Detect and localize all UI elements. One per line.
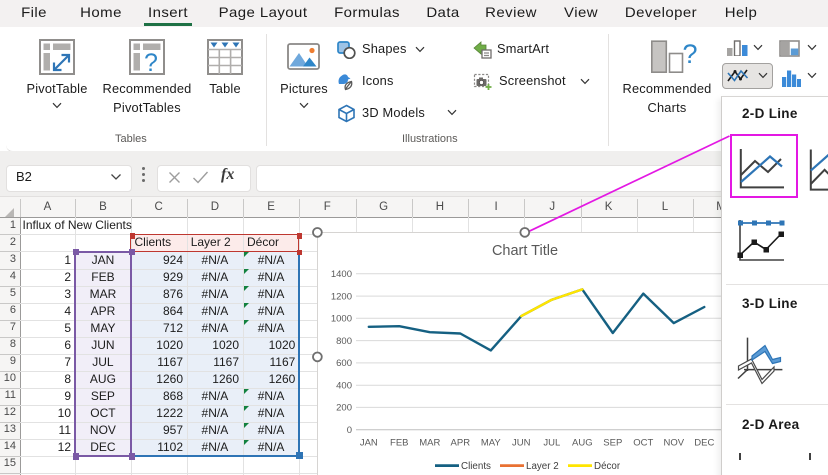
svg-text:Chart Title: Chart Title bbox=[492, 243, 558, 259]
svg-text:600: 600 bbox=[336, 358, 352, 369]
svg-text:1000: 1000 bbox=[331, 314, 352, 325]
svg-text:1400: 1400 bbox=[331, 269, 352, 280]
svg-text:Décor: Décor bbox=[594, 461, 621, 472]
svg-text:SEP: SEP bbox=[603, 438, 622, 449]
svg-text:MAY: MAY bbox=[481, 438, 502, 449]
svg-text:NOV: NOV bbox=[664, 438, 685, 449]
svg-text:MAR: MAR bbox=[419, 438, 440, 449]
svg-text:Layer 2: Layer 2 bbox=[526, 461, 559, 472]
svg-text:800: 800 bbox=[336, 336, 352, 347]
svg-text:1200: 1200 bbox=[331, 291, 352, 302]
svg-text:?: ? bbox=[144, 49, 158, 75]
svg-text:?: ? bbox=[682, 39, 697, 69]
svg-text:AUG: AUG bbox=[572, 438, 593, 449]
svg-text:DEC: DEC bbox=[694, 438, 714, 449]
svg-text:0: 0 bbox=[347, 425, 352, 436]
svg-text:APR: APR bbox=[451, 438, 471, 449]
svg-text:400: 400 bbox=[336, 380, 352, 391]
svg-text:JUL: JUL bbox=[543, 438, 560, 449]
svg-text:JUN: JUN bbox=[512, 438, 531, 449]
svg-text:OCT: OCT bbox=[633, 438, 653, 449]
svg-text:Clients: Clients bbox=[461, 461, 491, 472]
svg-text:200: 200 bbox=[336, 403, 352, 414]
svg-text:JAN: JAN bbox=[360, 438, 378, 449]
svg-text:FEB: FEB bbox=[390, 438, 408, 449]
